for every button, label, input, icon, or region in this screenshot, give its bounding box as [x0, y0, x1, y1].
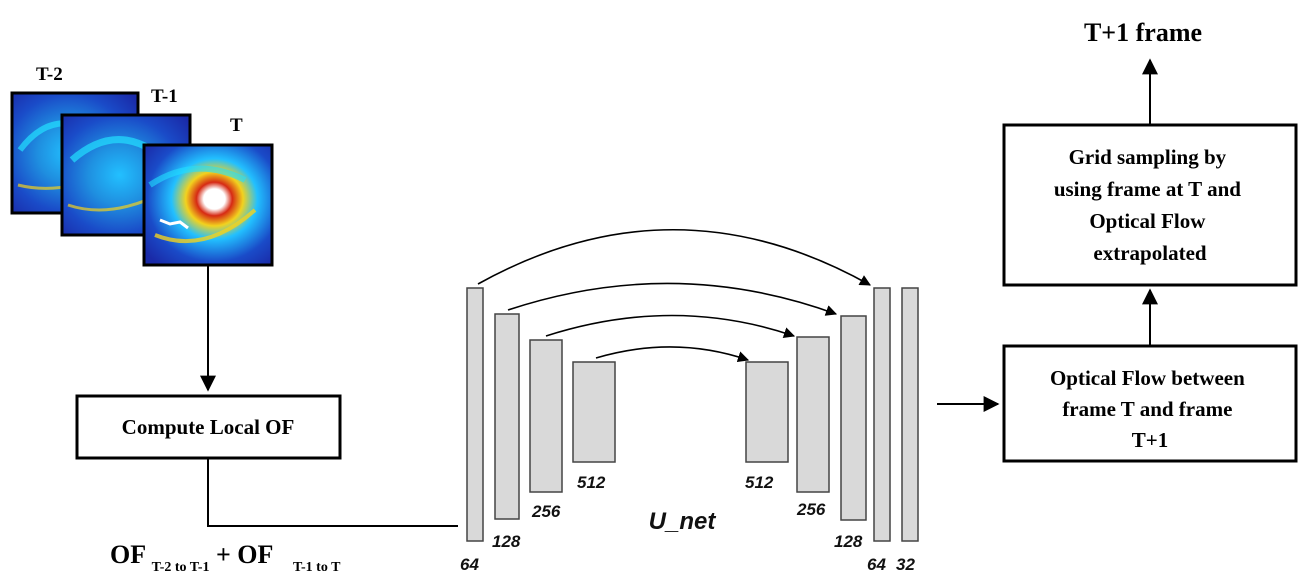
grid-sampling-line-3: Optical Flow: [1089, 209, 1206, 233]
unet-decoder-label-256: 256: [796, 500, 826, 519]
unet-decoder-label-64: 64: [867, 555, 886, 574]
of-formula-main-1: OF: [110, 540, 145, 569]
unet-encoder-label-256: 256: [531, 502, 561, 521]
unet-decoder-layer-32: [901, 287, 919, 542]
unet-encoder-layer-64: [466, 287, 484, 542]
unet-decoder-label-32: 32: [896, 555, 915, 574]
unet-encoder-layer-128: [494, 313, 520, 520]
optical-flow-box-text: Optical Flow between frame T and frame T…: [1050, 366, 1250, 452]
output-label: T+1 frame: [1084, 18, 1202, 47]
unet-encoder-label-64: 64: [460, 555, 479, 574]
frame-label-t-minus-2: T-2: [36, 64, 63, 85]
unet-decoder-layer-512: [745, 361, 789, 463]
unet-encoder-layer-512: [572, 361, 616, 463]
of-formula-sub-1: T-2 to T-1: [152, 560, 210, 575]
grid-sampling-line-4: extrapolated: [1093, 241, 1206, 265]
of-formula-plus: + OF: [216, 540, 273, 569]
unet-title: U_net: [649, 508, 717, 535]
of-formula: OF T-2 to T-1 + OF T-1 to T: [110, 540, 341, 577]
compute-local-of-box: [75, 394, 342, 460]
optical-flow-line-3: T+1: [1132, 428, 1168, 452]
grid-sampling-line-2: using frame at T and: [1054, 177, 1241, 201]
unet-decoder-layer-128: [840, 315, 867, 521]
optical-flow-line-2: frame T and frame: [1062, 397, 1232, 421]
grid-sampling-line-1: Grid sampling by: [1069, 145, 1227, 169]
unet-decoder-label-128: 128: [834, 532, 863, 551]
skip-connection-128: [507, 282, 838, 316]
skip-connection-512: [595, 346, 750, 363]
unet-encoder-layer-256: [529, 339, 563, 493]
radar-frame-t: [142, 143, 274, 267]
compute-local-of-label: Compute Local OF: [122, 415, 295, 439]
skip-connection-64: [477, 229, 871, 286]
unet-encoder-label-128: 128: [492, 532, 521, 551]
grid-sampling-box-text: Grid sampling by using frame at T and Op…: [1054, 145, 1246, 265]
grid-sampling-box: [1002, 123, 1298, 287]
unet-decoder-layer-256: [796, 336, 830, 493]
unet-decoder-layer-64: [873, 287, 891, 542]
connector-of-to-unet: [207, 458, 458, 527]
unet-decoder-label-512: 512: [745, 473, 774, 492]
frame-label-t: T: [230, 115, 243, 136]
skip-connection-256: [545, 314, 796, 339]
of-formula-sub-2: T-1 to T: [293, 560, 341, 575]
frame-label-t-minus-1: T-1: [151, 86, 178, 107]
unet-encoder-label-512: 512: [577, 473, 606, 492]
optical-flow-line-1: Optical Flow between: [1050, 366, 1245, 390]
